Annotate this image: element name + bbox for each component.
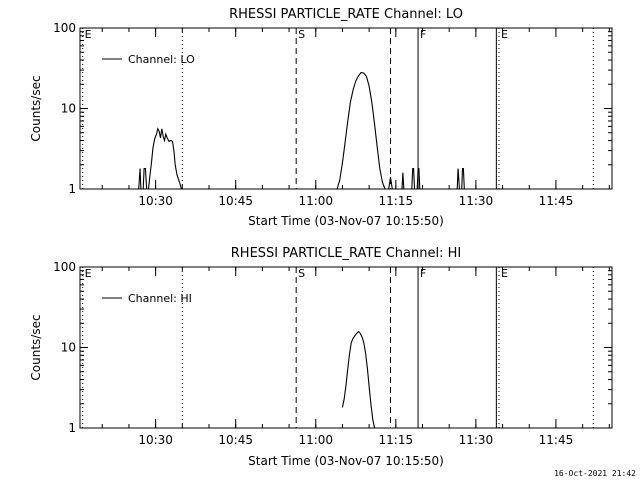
timestamp: 16-Oct-2021 21:42 bbox=[554, 469, 636, 478]
series-line-segment-6 bbox=[411, 167, 416, 190]
y-tick-label: 1 bbox=[68, 182, 76, 196]
series-line-segment-0 bbox=[138, 168, 142, 190]
y-axis-label: Counts/sec bbox=[29, 75, 43, 141]
x-tick-label: 10:45 bbox=[218, 433, 253, 447]
x-tick-label: 11:00 bbox=[298, 433, 333, 447]
x-tick-label: 11:45 bbox=[539, 433, 574, 447]
x-tick-label: 11:00 bbox=[298, 194, 333, 208]
x-tick-label: 11:15 bbox=[379, 433, 414, 447]
marker-label-f: F bbox=[420, 267, 426, 280]
marker-label-e: E bbox=[85, 28, 92, 41]
y-tick-label: 100 bbox=[53, 21, 76, 35]
y-tick-label: 10 bbox=[61, 102, 76, 116]
chart-title: RHESSI PARTICLE_RATE Channel: LO bbox=[229, 7, 463, 22]
marker-label-e: E bbox=[501, 267, 508, 280]
y-tick-label: 1 bbox=[68, 421, 76, 435]
x-tick-label: 10:45 bbox=[218, 194, 253, 208]
x-tick-label: 10:30 bbox=[138, 433, 173, 447]
x-tick-label: 11:30 bbox=[459, 194, 494, 208]
series-line-segment-2 bbox=[147, 127, 182, 190]
chart-title: RHESSI PARTICLE_RATE Channel: HI bbox=[231, 246, 461, 261]
x-tick-label: 11:30 bbox=[459, 433, 494, 447]
panel-channel-hi: RHESSI PARTICLE_RATE Channel: HI E S F E 1 10 1… bbox=[29, 246, 613, 468]
marker-label-e: E bbox=[501, 28, 508, 41]
series-line-segment-1 bbox=[142, 167, 148, 190]
series-line-segment-9 bbox=[461, 167, 465, 190]
series-line-segment-8 bbox=[456, 168, 460, 190]
series-line-segment-4 bbox=[388, 177, 393, 190]
x-axis-label: Start Time (03-Nov-07 10:15:50) bbox=[248, 454, 444, 468]
panel-channel-lo: RHESSI PARTICLE_RATE Channel: LO E S F E 1 10 1… bbox=[29, 7, 613, 228]
legend-label: Channel: HI bbox=[128, 292, 192, 305]
x-tick-label: 11:15 bbox=[379, 194, 414, 208]
series-line-segment-0 bbox=[341, 330, 376, 429]
series-line-segment-3 bbox=[336, 71, 386, 190]
series-line-segment-7 bbox=[416, 167, 421, 190]
marker-label-s: S bbox=[298, 28, 305, 41]
legend-label: Channel: LO bbox=[128, 53, 195, 66]
marker-label-e: E bbox=[85, 267, 92, 280]
series-line-segment-5 bbox=[401, 172, 405, 190]
y-axis-label: Counts/sec bbox=[29, 314, 43, 380]
y-tick-label: 100 bbox=[53, 260, 76, 274]
x-tick-label: 10:30 bbox=[138, 194, 173, 208]
marker-label-s: S bbox=[298, 267, 305, 280]
x-axis-label: Start Time (03-Nov-07 10:15:50) bbox=[248, 214, 444, 228]
marker-label-f: F bbox=[420, 28, 426, 41]
x-tick-label: 11:45 bbox=[539, 194, 574, 208]
y-tick-label: 10 bbox=[61, 341, 76, 355]
